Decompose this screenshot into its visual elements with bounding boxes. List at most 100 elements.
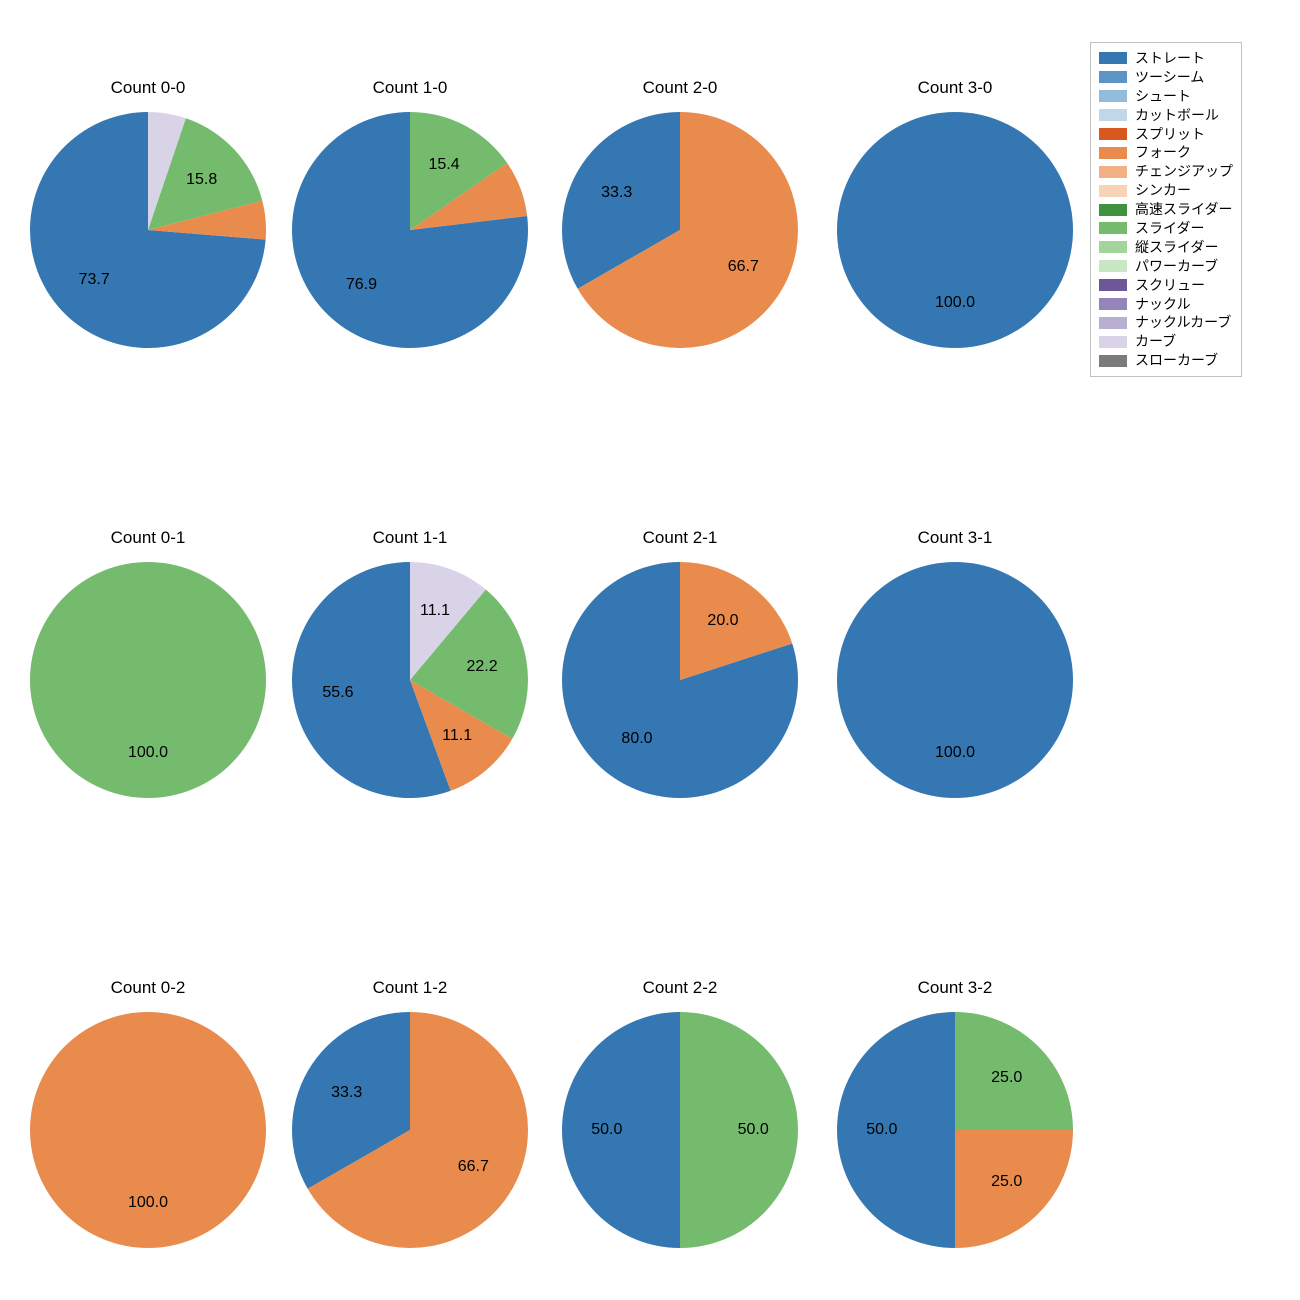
pie-chart [30, 1012, 266, 1248]
pie-slice-label: 15.4 [428, 156, 459, 174]
pie-slice-label: 80.0 [621, 730, 652, 748]
figure: Count 0-0 73.7 15.8 Count 1-0 76.9 15.4 Count … [0, 0, 1300, 1300]
legend-label: ナックルカーブ [1135, 313, 1231, 332]
legend-swatch [1099, 260, 1127, 272]
pie-slice-label: 15.8 [186, 171, 217, 189]
legend-swatch [1099, 109, 1127, 121]
chart-title: Count 3-2 [837, 978, 1073, 998]
pie-subplot: Count 1-233.366.7 [292, 1012, 528, 1248]
legend-item: 高速スライダー [1099, 200, 1233, 219]
legend-item: スライダー [1099, 219, 1233, 238]
pie-slice-label: 11.1 [442, 727, 472, 745]
pie-slice-label: 76.9 [346, 276, 377, 294]
pie-subplot: Count 1-155.611.122.211.1 [292, 562, 528, 798]
chart-title: Count 2-0 [562, 78, 798, 98]
chart-title: Count 0-2 [30, 978, 266, 998]
pie-slice-label: 66.7 [728, 258, 759, 276]
legend-swatch [1099, 185, 1127, 197]
chart-title: Count 1-0 [292, 78, 528, 98]
legend: ストレートツーシームシュートカットボールスプリットフォークチェンジアップシンカー… [1090, 42, 1242, 377]
pie-chart [292, 562, 528, 798]
chart-title: Count 0-1 [30, 528, 266, 548]
chart-title: Count 1-2 [292, 978, 528, 998]
pie-slice-label: 20.0 [707, 612, 738, 630]
legend-item: フォーク [1099, 143, 1233, 162]
legend-label: ツーシーム [1135, 68, 1204, 87]
pie-slice-label: 33.3 [331, 1084, 362, 1102]
pie-chart [292, 1012, 528, 1248]
legend-item: チェンジアップ [1099, 162, 1233, 181]
chart-title: Count 3-0 [837, 78, 1073, 98]
legend-label: ナックル [1135, 295, 1191, 314]
pie-chart [30, 112, 266, 348]
pie-slice-label: 50.0 [866, 1121, 897, 1139]
legend-item: ナックルカーブ [1099, 313, 1233, 332]
pie-chart [292, 112, 528, 348]
legend-swatch [1099, 241, 1127, 253]
pie-subplot: Count 0-073.715.8 [30, 112, 266, 348]
legend-label: スローカーブ [1135, 351, 1218, 370]
legend-swatch [1099, 298, 1127, 310]
pie-chart [562, 112, 798, 348]
pie-subplot: Count 3-1100.0 [837, 562, 1073, 798]
legend-label: ストレート [1135, 49, 1205, 68]
legend-item: ツーシーム [1099, 68, 1233, 87]
legend-swatch [1099, 204, 1127, 216]
pie-subplot: Count 2-033.366.7 [562, 112, 798, 348]
pie-slice-label: 50.0 [591, 1121, 622, 1139]
pie-slice [30, 562, 266, 798]
chart-title: Count 0-0 [30, 78, 266, 98]
pie-slice-label: 33.3 [601, 184, 632, 202]
legend-swatch [1099, 166, 1127, 178]
pie-slice-label: 73.7 [79, 271, 110, 289]
pie-chart [562, 562, 798, 798]
legend-item: シンカー [1099, 181, 1233, 200]
legend-swatch [1099, 336, 1127, 348]
legend-swatch [1099, 279, 1127, 291]
legend-label: チェンジアップ [1135, 162, 1233, 181]
pie-subplot: Count 2-250.050.0 [562, 1012, 798, 1248]
legend-item: スプリット [1099, 125, 1233, 144]
pie-slice-label: 100.0 [935, 744, 975, 762]
pie-slice-label: 100.0 [935, 294, 975, 312]
legend-label: フォーク [1135, 143, 1191, 162]
pie-slice-label: 25.0 [991, 1069, 1022, 1087]
pie-subplot: Count 1-076.915.4 [292, 112, 528, 348]
legend-item: ナックル [1099, 295, 1233, 314]
pie-slice-label: 55.6 [322, 684, 353, 702]
pie-chart [30, 562, 266, 798]
legend-swatch [1099, 71, 1127, 83]
legend-label: スライダー [1135, 219, 1204, 238]
legend-item: パワーカーブ [1099, 257, 1233, 276]
legend-label: シュート [1135, 87, 1191, 106]
pie-subplot: Count 0-2100.0 [30, 1012, 266, 1248]
pie-subplot: Count 2-180.020.0 [562, 562, 798, 798]
legend-label: パワーカーブ [1135, 257, 1218, 276]
pie-chart [837, 112, 1073, 348]
legend-item: ストレート [1099, 49, 1233, 68]
chart-title: Count 1-1 [292, 528, 528, 548]
legend-item: スクリュー [1099, 276, 1233, 295]
legend-swatch [1099, 317, 1127, 329]
legend-label: 縦スライダー [1135, 238, 1218, 257]
legend-item: カットボール [1099, 106, 1233, 125]
pie-subplot: Count 0-1100.0 [30, 562, 266, 798]
pie-slice [837, 562, 1073, 798]
legend-swatch [1099, 128, 1127, 140]
legend-label: 高速スライダー [1135, 200, 1232, 219]
legend-label: カットボール [1135, 106, 1219, 125]
legend-label: カーブ [1135, 332, 1176, 351]
legend-item: 縦スライダー [1099, 238, 1233, 257]
legend-item: カーブ [1099, 332, 1233, 351]
chart-title: Count 2-2 [562, 978, 798, 998]
pie-slice-label: 100.0 [128, 1194, 168, 1212]
legend-swatch [1099, 90, 1127, 102]
pie-chart [837, 562, 1073, 798]
legend-swatch [1099, 222, 1127, 234]
pie-subplot: Count 3-0100.0 [837, 112, 1073, 348]
pie-slice-label: 100.0 [128, 744, 168, 762]
chart-title: Count 3-1 [837, 528, 1073, 548]
legend-swatch [1099, 147, 1127, 159]
pie-slice [30, 1012, 266, 1248]
pie-slice-label: 50.0 [738, 1121, 769, 1139]
